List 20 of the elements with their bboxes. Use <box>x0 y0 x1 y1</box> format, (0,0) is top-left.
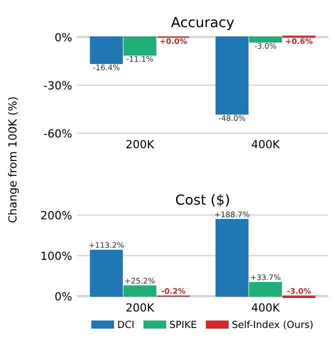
legend-label: SPIKE <box>170 320 196 328</box>
bar <box>249 282 282 297</box>
bar <box>123 285 156 297</box>
bar <box>90 250 123 297</box>
x-tick-label: 200K <box>126 303 154 312</box>
chart-title: Accuracy <box>171 17 234 30</box>
x-tick-label: 400K <box>252 140 280 148</box>
legend-label: Self-Index (Ours) <box>232 320 313 330</box>
y-tick-label: 0% <box>55 292 72 301</box>
y-tick-label: 100% <box>42 252 72 260</box>
x-tick-label: 200K <box>126 140 154 148</box>
y-axis-title: Change from 100K (%) <box>8 97 19 222</box>
x-tick-label: 400K <box>252 303 280 312</box>
y-tick-label: -60% <box>44 129 72 138</box>
legend-label: DCI <box>118 320 134 328</box>
bar <box>216 219 248 297</box>
y-tick-label: 0% <box>55 33 72 42</box>
y-tick-label: -30% <box>44 81 72 90</box>
y-tick-label: 200% <box>41 211 72 220</box>
chart-title: Cost ($) <box>176 194 229 207</box>
